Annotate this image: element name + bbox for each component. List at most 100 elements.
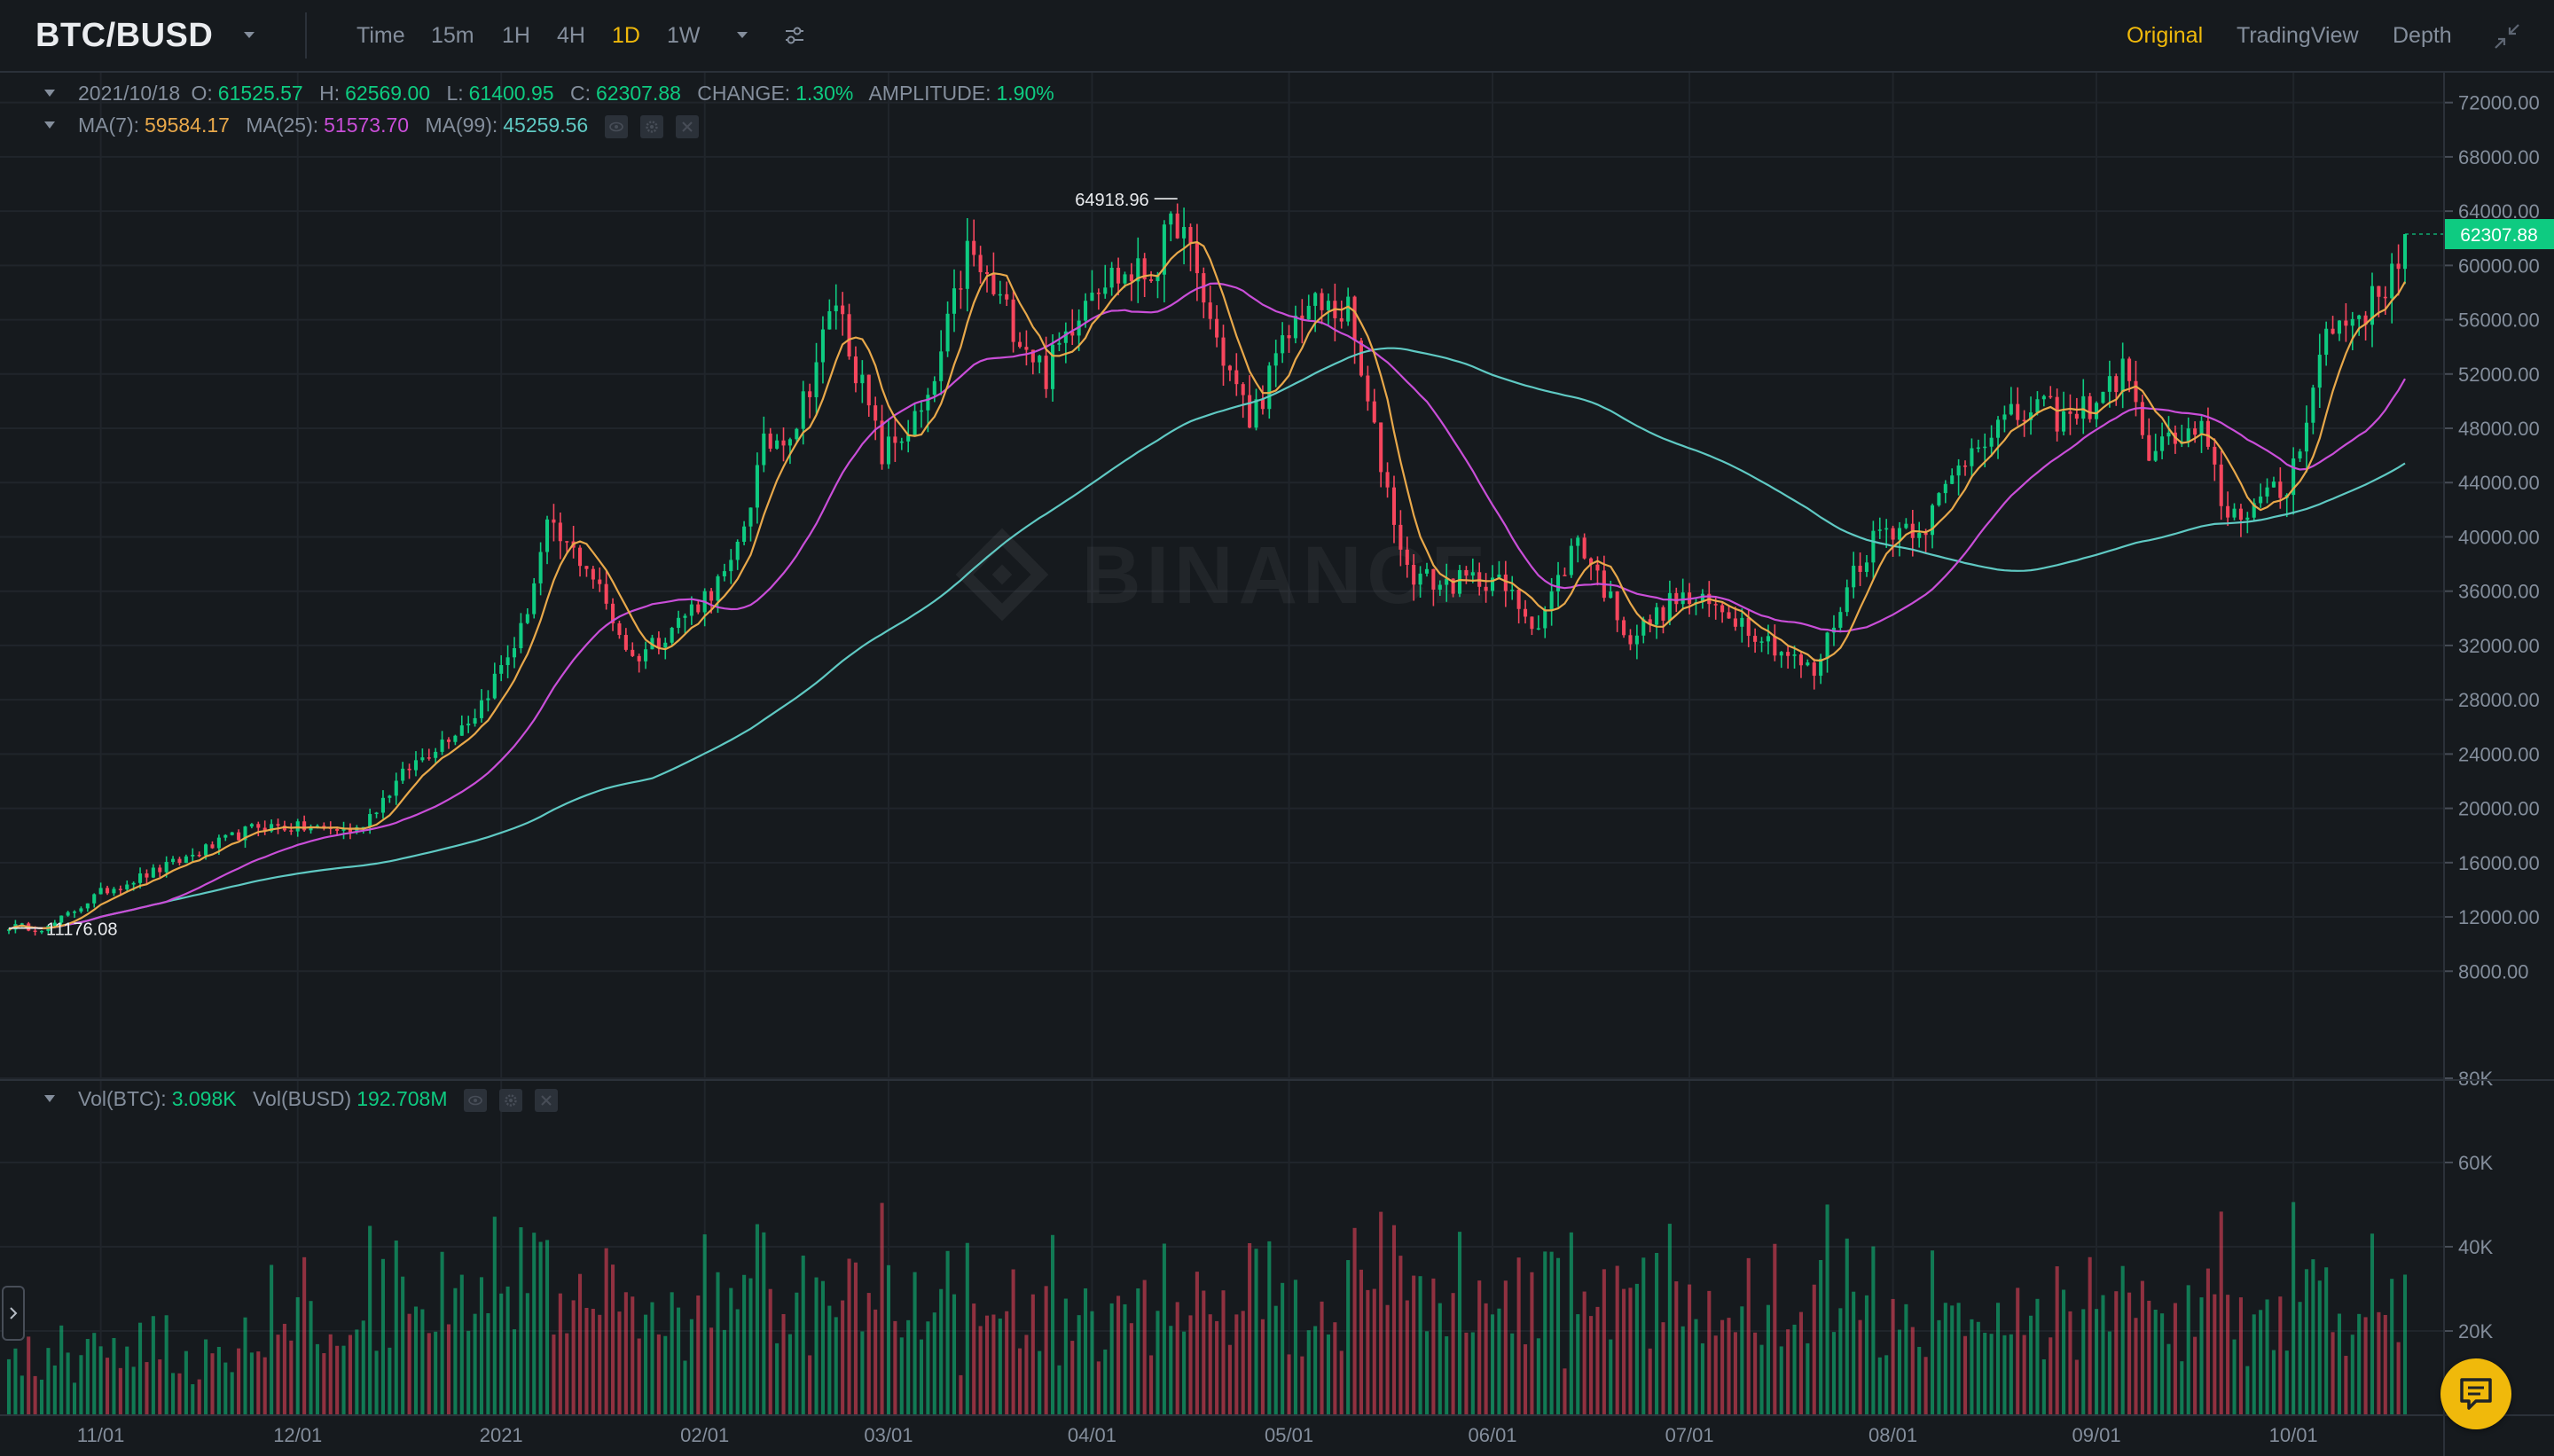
- candle-body: [2199, 420, 2204, 435]
- volume-bar: [1267, 1241, 1272, 1415]
- candle-body: [1346, 296, 1351, 322]
- volume-bar: [1188, 1315, 1193, 1415]
- volume-bar: [407, 1313, 411, 1415]
- candle-body: [322, 826, 326, 828]
- tab-1d[interactable]: 1D: [612, 23, 640, 48]
- volume-bar: [1622, 1288, 1626, 1415]
- volume-bar: [1667, 1224, 1672, 1415]
- candle-body: [1576, 537, 1580, 546]
- candle-body: [2245, 517, 2250, 521]
- view-tradingview[interactable]: TradingView: [2237, 23, 2359, 48]
- caret-down-icon[interactable]: [236, 21, 262, 48]
- candle-body: [906, 434, 911, 442]
- volume-bar: [2114, 1291, 2119, 1415]
- candle-body: [2041, 395, 2046, 400]
- eye-icon[interactable]: [604, 114, 628, 138]
- candle-body: [1030, 349, 1035, 363]
- time-tick-label: 05/01: [1265, 1424, 1313, 1446]
- gear-icon[interactable]: [498, 1088, 522, 1112]
- vol-btc-value: 3.098K: [171, 1087, 237, 1110]
- volume-bar: [1320, 1301, 1324, 1415]
- volume-bar: [1786, 1329, 1790, 1415]
- volume-bar: [1359, 1269, 1364, 1415]
- volume-bar: [1497, 1308, 1501, 1415]
- volume-bar: [1273, 1305, 1278, 1415]
- candle-body: [2068, 411, 2072, 414]
- candle-body: [853, 356, 858, 384]
- expand-panel-button[interactable]: [2, 1286, 25, 1341]
- volume-bar: [558, 1293, 562, 1415]
- close-icon[interactable]: [675, 114, 699, 138]
- volume-bar: [880, 1202, 884, 1415]
- symbol-title[interactable]: BTC/BUSD: [35, 17, 214, 54]
- volume-bar: [571, 1300, 576, 1415]
- tab-4h[interactable]: 4H: [557, 23, 585, 48]
- sliders-icon[interactable]: [780, 21, 809, 50]
- volume-bar: [1641, 1257, 1646, 1415]
- candle-body: [1129, 274, 1133, 282]
- candle-body: [434, 751, 438, 758]
- candle-body: [1248, 395, 1252, 428]
- candle-body: [841, 305, 845, 315]
- volume-bar: [1339, 1350, 1344, 1415]
- volume-bar: [827, 1305, 832, 1415]
- volume-bar: [177, 1373, 182, 1415]
- volume-bars: [6, 1202, 2408, 1415]
- view-original[interactable]: Original: [2127, 23, 2204, 48]
- candle-body: [6, 929, 12, 931]
- candle-body: [1273, 353, 1278, 366]
- volume-bar: [72, 1382, 77, 1415]
- candle-body: [532, 583, 537, 614]
- tab-time[interactable]: Time: [356, 23, 405, 48]
- candle-body: [1970, 448, 1974, 466]
- price-tick-label: 72000.00: [2458, 92, 2540, 114]
- candle-body: [401, 768, 405, 781]
- tab-15m[interactable]: 15m: [431, 23, 474, 48]
- candle-body: [1490, 577, 1495, 591]
- volume-bar: [1379, 1211, 1383, 1415]
- candle-body: [1930, 505, 1935, 536]
- volume-bar: [2016, 1288, 2020, 1415]
- collapse-arrows-icon[interactable]: [2492, 21, 2522, 51]
- candle-body: [499, 665, 504, 674]
- view-depth[interactable]: Depth: [2393, 23, 2452, 48]
- candle-body: [1412, 564, 1416, 585]
- volume-bar: [1819, 1260, 1823, 1415]
- candle-body: [1398, 524, 1403, 550]
- volume-bar: [1536, 1338, 1540, 1415]
- candle-body: [210, 844, 215, 849]
- candle-body: [2134, 380, 2138, 403]
- time-tick-label: 08/01: [1868, 1424, 1917, 1446]
- volume-bar: [1963, 1335, 1968, 1415]
- ma99-line: [8, 347, 2406, 931]
- candle-body: [998, 294, 1002, 296]
- candle-body: [1175, 213, 1179, 239]
- volume-bar: [2298, 1302, 2302, 1415]
- candle-body: [1884, 528, 1889, 530]
- candle-body: [1661, 607, 1665, 621]
- candle-body: [2153, 450, 2158, 461]
- candlestick-chart[interactable]: BINANCE 64918.96 11176.08 62307.88 72000.0…: [0, 73, 2554, 1456]
- caret-down-icon[interactable]: [43, 1093, 57, 1104]
- tab-1h[interactable]: 1H: [502, 23, 530, 48]
- volume-bar: [2284, 1350, 2289, 1415]
- chat-button[interactable]: [2440, 1358, 2511, 1429]
- caret-down-icon[interactable]: [43, 88, 57, 98]
- candle-body: [2114, 376, 2119, 393]
- volume-bar: [1910, 1327, 1915, 1415]
- eye-icon[interactable]: [463, 1088, 487, 1112]
- volume-bar: [1241, 1311, 1245, 1415]
- candle-body: [1628, 635, 1633, 645]
- close-icon[interactable]: [534, 1088, 558, 1112]
- volume-bar: [434, 1331, 438, 1415]
- gear-icon[interactable]: [639, 114, 663, 138]
- candle-body: [1038, 356, 1042, 363]
- close-value: 62307.88: [595, 82, 681, 105]
- candle-body: [663, 642, 668, 648]
- caret-down-icon[interactable]: [729, 21, 756, 48]
- volume-bar: [1431, 1278, 1436, 1415]
- candle-body: [1260, 399, 1265, 410]
- caret-down-icon[interactable]: [43, 120, 57, 130]
- tab-1w[interactable]: 1W: [667, 23, 701, 48]
- candle-body: [565, 541, 569, 543]
